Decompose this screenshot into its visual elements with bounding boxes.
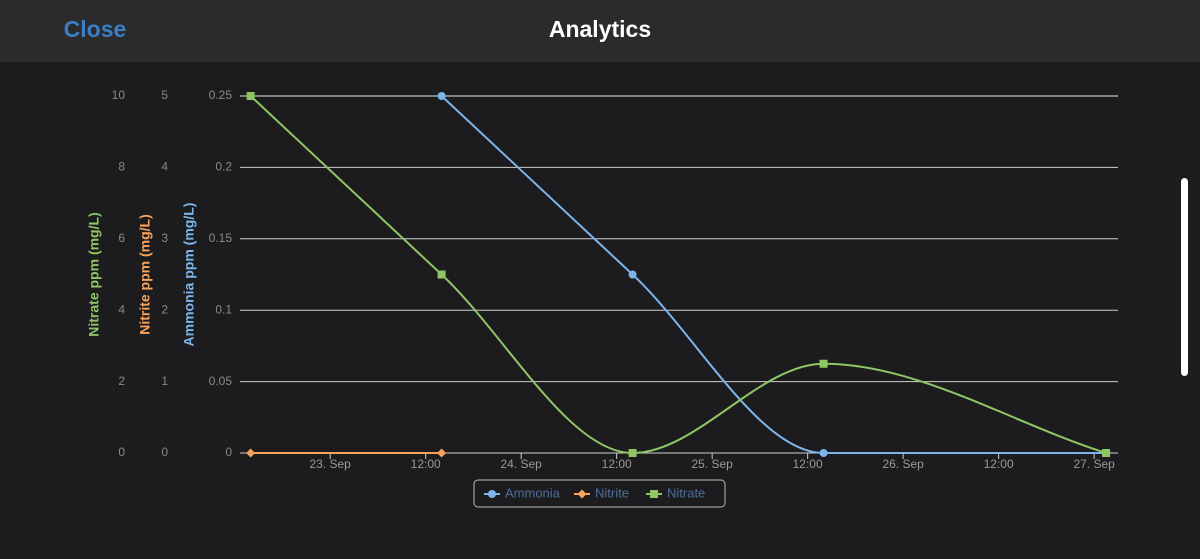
data-point (437, 92, 446, 100)
data-point (628, 449, 637, 457)
y-tick-label: 2 (118, 374, 125, 388)
data-point (246, 448, 256, 458)
x-tick-label: 25. Sep (691, 457, 733, 471)
series-line (249, 95, 1107, 455)
x-tick-label: 23. Sep (309, 457, 351, 471)
y-axis-title: Ammonia ppm (mg/L) (181, 203, 197, 347)
y-tick-label: 5 (161, 88, 168, 102)
y-tick-label: 6 (118, 231, 125, 245)
x-tick-label: 12:00 (793, 457, 823, 471)
y-tick-label: 2 (161, 302, 168, 316)
legend-symbol (488, 490, 496, 498)
y-tick-label: 10 (112, 88, 126, 102)
header-title: Analytics (549, 16, 651, 42)
y-tick-label: 0 (225, 445, 232, 459)
legend-label[interactable]: Ammonia (505, 485, 561, 500)
x-tick-label: 12:00 (411, 457, 441, 471)
data-point (819, 449, 828, 457)
x-tick-label: 12:00 (984, 457, 1014, 471)
close-button[interactable]: Close (64, 16, 127, 42)
data-point (628, 270, 637, 279)
data-point (819, 359, 828, 368)
y-tick-label: 0 (118, 445, 125, 459)
y-tick-label: 1 (161, 374, 168, 388)
y-tick-label: 0.05 (209, 374, 233, 388)
x-tick-label: 12:00 (602, 457, 632, 471)
legend-symbol (577, 489, 587, 499)
y-tick-label: 0.1 (215, 302, 232, 316)
data-point (1102, 449, 1111, 457)
header-bar (0, 0, 1200, 62)
y-axis-title: Nitrite ppm (mg/L) (137, 214, 153, 335)
series-line (440, 95, 1107, 455)
y-tick-label: 0.2 (215, 160, 232, 174)
legend-box (473, 479, 726, 508)
y-tick-label: 0.25 (209, 88, 233, 102)
y-axis-title: Nitrate ppm (mg/L) (86, 212, 102, 336)
data-point (246, 92, 255, 100)
legend-label[interactable]: Nitrate (667, 485, 705, 500)
x-tick-label: 27. Sep (1073, 457, 1115, 471)
y-tick-label: 8 (118, 160, 125, 174)
data-point (437, 270, 446, 279)
y-tick-label: 4 (118, 302, 125, 316)
y-tick-label: 3 (161, 231, 168, 245)
y-tick-label: 0 (161, 445, 168, 459)
x-tick-label: 24. Sep (500, 457, 542, 471)
data-point (437, 448, 447, 458)
y-tick-label: 4 (161, 160, 168, 174)
x-tick-label: 26. Sep (882, 457, 924, 471)
legend-label[interactable]: Nitrite (595, 485, 629, 500)
scrollbar (1181, 178, 1188, 376)
legend-symbol (650, 490, 658, 498)
y-tick-label: 0.15 (209, 231, 233, 245)
